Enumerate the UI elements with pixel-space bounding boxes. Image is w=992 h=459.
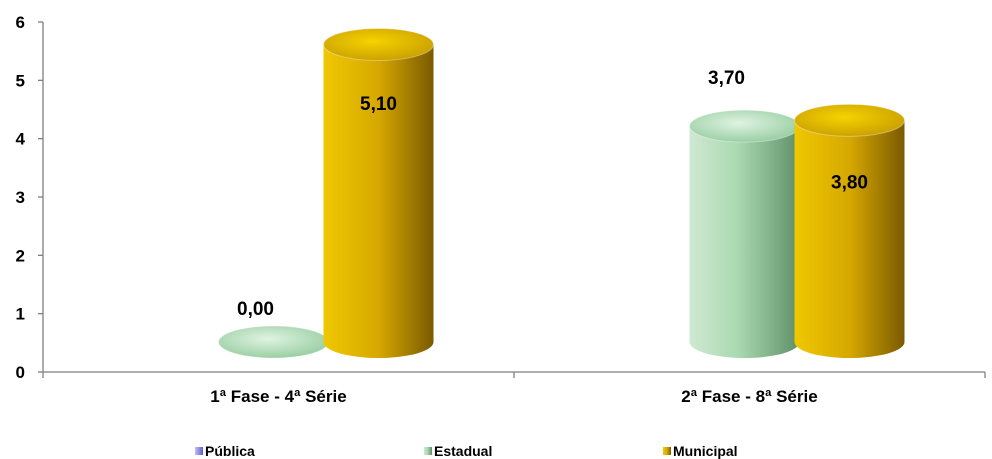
y-axis: 0 1 2 3 4 5 6	[16, 13, 44, 382]
bar-body	[689, 126, 800, 359]
y-tick-label: 1	[16, 305, 25, 324]
bar-top	[218, 325, 329, 359]
x-ticks: 1ª Fase - 4ª Série 2ª Fase - 8ª Série	[42, 372, 986, 406]
bar	[218, 325, 329, 359]
y-tick-label: 0	[16, 363, 25, 382]
bar	[794, 103, 905, 358]
x-tick-label: 2ª Fase - 8ª Série	[681, 387, 817, 406]
legend-label: Estadual	[434, 443, 492, 459]
y-tick-label: 4	[16, 130, 26, 149]
x-tick-label: 1ª Fase - 4ª Série	[210, 387, 346, 406]
legend-label: Pública	[205, 443, 255, 459]
y-tick-label: 3	[16, 188, 25, 207]
bar-top	[689, 109, 800, 143]
legend-item: Pública	[195, 443, 255, 459]
data-label: 3,80	[831, 172, 868, 193]
y-ticks: 0 1 2 3 4 5 6	[16, 13, 43, 382]
data-label: 5,10	[360, 94, 397, 115]
legend-swatch	[195, 447, 203, 455]
bar-top	[794, 103, 905, 137]
legend-item: Municipal	[663, 443, 738, 459]
legend-item: Estadual	[424, 443, 492, 459]
y-tick-label: 2	[16, 246, 25, 265]
data-label: 0,00	[237, 299, 274, 320]
bar-body	[794, 120, 905, 358]
data-labels: 0,00 5,10 3,70 3,80	[237, 68, 868, 320]
y-tick-label: 5	[16, 71, 25, 90]
bar	[689, 109, 800, 359]
y-tick-label: 6	[16, 13, 25, 32]
bar-body	[323, 44, 434, 358]
x-axis: 1ª Fase - 4ª Série 2ª Fase - 8ª Série	[42, 371, 986, 406]
legend-swatch	[663, 447, 671, 455]
plot-area	[218, 28, 905, 359]
legend-swatch	[424, 447, 432, 455]
bar	[323, 28, 434, 358]
legend-label: Municipal	[673, 443, 738, 459]
bar-top	[323, 28, 434, 61]
data-label: 3,70	[708, 68, 745, 89]
legend: Pública Estadual Municipal	[195, 443, 738, 459]
